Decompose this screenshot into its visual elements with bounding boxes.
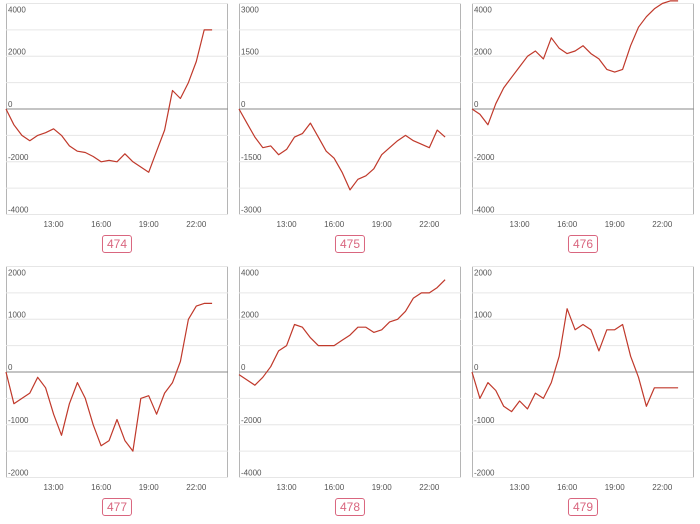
x-tick-label: 22:00: [419, 220, 440, 229]
chart-label-badge: 477: [101, 498, 133, 516]
y-tick-label: -4000: [8, 206, 29, 215]
y-tick-label: -3000: [241, 206, 262, 215]
x-tick-label: 13:00: [510, 220, 531, 229]
series-line: [471, 308, 679, 413]
chart-svg-479: 2000 1000 0 -1000 -2000 13:00 16:00 19:00 22:00: [471, 266, 694, 492]
x-tick-label: 22:00: [652, 483, 673, 492]
y-tick-label: -2000: [241, 416, 262, 425]
series-line: [471, 0, 679, 126]
y-tick-label: 0: [8, 363, 13, 372]
y-tick-label: 0: [241, 363, 246, 372]
chart-panel-478: 4000 2000 0 -2000 -4000 13:00 16:00 19:00 22:00 4…: [238, 266, 461, 516]
y-tick-label: 2000: [8, 269, 26, 278]
y-tick-label: -2000: [474, 469, 495, 478]
y-tick-label: -4000: [241, 469, 262, 478]
y-tick-label: 4000: [241, 269, 259, 278]
x-tick-label: 13:00: [44, 483, 65, 492]
x-tick-label: 16:00: [324, 483, 345, 492]
chart-label-badge: 479: [567, 498, 599, 516]
x-tick-label: 22:00: [419, 483, 440, 492]
chart-label-badge: 476: [567, 235, 599, 253]
y-tick-label: 1000: [8, 310, 26, 319]
x-tick-label: 16:00: [91, 220, 112, 229]
series-line: [5, 29, 213, 173]
x-tick-label: 19:00: [605, 220, 626, 229]
y-tick-label: 2000: [474, 47, 492, 56]
x-tick-label: 16:00: [557, 220, 578, 229]
y-tick-label: 2000: [474, 269, 492, 278]
y-tick-label: 0: [474, 363, 479, 372]
chart-svg-476: 4000 2000 0 -2000 -4000 13:00 16:00 19:00 22:00: [471, 0, 694, 229]
y-tick-label: 1500: [241, 47, 259, 56]
chart-panel-479: 2000 1000 0 -1000 -2000 13:00 16:00 19:00 22:00 4…: [471, 266, 694, 516]
chart-label-badge: 478: [334, 498, 366, 516]
chart-svg-475: 3000 1500 0 -1500 -3000 13:00 16:00 19:00 22:00: [238, 3, 461, 229]
chart-label-badge: 474: [101, 235, 133, 253]
y-tick-label: 1000: [474, 310, 492, 319]
x-tick-label: 13:00: [44, 220, 65, 229]
x-tick-label: 13:00: [277, 220, 298, 229]
chart-svg-477: 2000 1000 0 -1000 -2000 13:00 16:00 19:00 22:00: [5, 266, 228, 492]
y-tick-label: -2000: [8, 469, 29, 478]
y-tick-label: -1000: [8, 416, 29, 425]
y-tick-label: 4000: [8, 6, 26, 15]
chart-label-badge: 475: [334, 235, 366, 253]
x-tick-label: 19:00: [605, 483, 626, 492]
y-tick-label: 2000: [8, 47, 26, 56]
x-tick-label: 16:00: [91, 483, 112, 492]
y-tick-label: 0: [474, 100, 479, 109]
x-tick-label: 22:00: [652, 220, 673, 229]
y-tick-label: 2000: [241, 310, 259, 319]
y-tick-label: -4000: [474, 206, 495, 215]
y-tick-label: -1500: [241, 153, 262, 162]
x-tick-label: 13:00: [277, 483, 298, 492]
chart-panel-477: 2000 1000 0 -1000 -2000 13:00 16:00 19:00 22:00 4…: [5, 266, 228, 516]
chart-panel-475: 3000 1500 0 -1500 -3000 13:00 16:00 19:00 22:00 4…: [238, 3, 461, 253]
x-tick-label: 19:00: [372, 220, 393, 229]
x-tick-label: 16:00: [557, 483, 578, 492]
y-tick-label: 0: [8, 100, 13, 109]
x-tick-label: 16:00: [324, 220, 345, 229]
series-line: [238, 279, 446, 386]
chart-svg-474: 4000 2000 0 -2000 -4000 13:00 16:00 19:00 22:00: [5, 3, 228, 229]
x-tick-label: 22:00: [186, 220, 207, 229]
series-line: [5, 302, 213, 452]
chart-panel-474: 4000 2000 0 -2000 -4000 13:00 16:00 19:00 22:00 4…: [5, 3, 228, 253]
y-tick-label: -2000: [8, 153, 29, 162]
x-tick-label: 22:00: [186, 483, 207, 492]
chart-panel-476: 4000 2000 0 -2000 -4000 13:00 16:00 19:00 22:00 4…: [471, 0, 694, 253]
y-tick-label: -1000: [474, 416, 495, 425]
y-tick-label: 3000: [241, 6, 259, 15]
x-tick-label: 13:00: [510, 483, 531, 492]
x-tick-label: 19:00: [139, 483, 160, 492]
chart-svg-478: 4000 2000 0 -2000 -4000 13:00 16:00 19:00 22:00: [238, 266, 461, 492]
y-tick-label: -2000: [474, 153, 495, 162]
y-tick-label: 4000: [474, 6, 492, 15]
x-tick-label: 19:00: [372, 483, 393, 492]
x-tick-label: 19:00: [139, 220, 160, 229]
y-tick-label: 0: [241, 100, 246, 109]
series-line: [238, 108, 446, 191]
